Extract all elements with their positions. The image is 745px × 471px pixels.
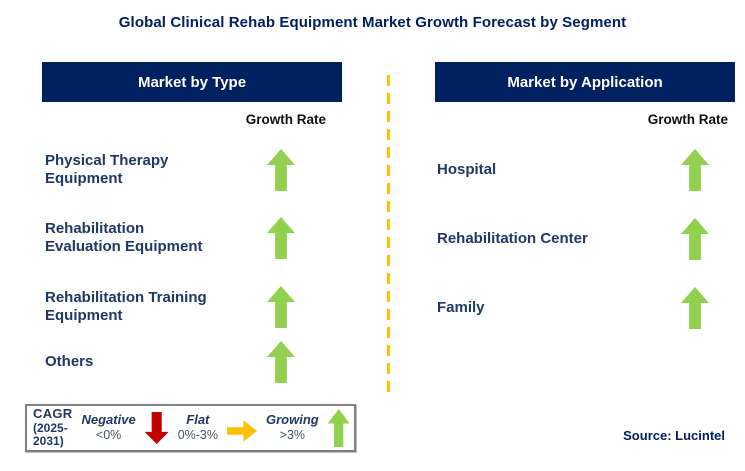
up-arrow-icon: [681, 287, 709, 329]
figure-title: Global Clinical Rehab Equipment Market G…: [118, 14, 627, 31]
growth-rate-column-label-left: Growth Rate: [245, 112, 326, 127]
segment-row-others: Others: [45, 340, 295, 384]
legend-entry-label: Flat: [186, 412, 210, 428]
divider-dashed-line: [387, 75, 390, 397]
legend-entry-range: 0%-3%: [177, 428, 218, 443]
legend-entry-negative: Negative <0%: [81, 412, 136, 443]
segment-label: Physical Therapy Equipment: [45, 152, 169, 187]
panel-header-market-by-application: Market by Application: [435, 62, 735, 102]
legend-entry-flat: Flat 0%-3%: [177, 412, 218, 443]
down-arrow-icon: [144, 412, 169, 444]
segment-row-hospital: Hospital: [437, 148, 709, 192]
growth-rate-column-label-right: Growth Rate: [647, 112, 728, 127]
segment-label: Hospital: [437, 161, 497, 178]
up-arrow-icon: [267, 341, 295, 383]
up-arrow-icon: [267, 217, 295, 259]
source-label: Source: Lucintel: [623, 428, 725, 443]
segment-row-family: Family: [437, 286, 709, 330]
segment-label: Rehabilitation Evaluation Equipment: [45, 220, 203, 255]
panel-header-label: Market by Type: [137, 73, 247, 91]
legend-entry-label: Negative: [81, 412, 136, 428]
segment-row-rehabilitation-evaluation-equipment: Rehabilitation Evaluation Equipment: [45, 216, 295, 260]
up-arrow-icon: [327, 409, 350, 447]
up-arrow-icon: [681, 218, 709, 260]
segment-row-physical-therapy-equipment: Physical Therapy Equipment: [45, 148, 295, 192]
up-arrow-icon: [267, 286, 295, 328]
panel-header-label: Market by Application: [507, 73, 663, 91]
legend-entry-label: Growing: [265, 412, 319, 428]
up-arrow-icon: [267, 149, 295, 191]
segment-label: Rehabilitation Training Equipment: [45, 289, 207, 324]
up-arrow-icon: [681, 149, 709, 191]
segment-label: Family: [437, 299, 485, 316]
legend-entry-range: >3%: [279, 428, 306, 443]
legend-period-label: (2025-2031): [33, 420, 68, 449]
segment-row-rehabilitation-center: Rehabilitation Center: [437, 217, 709, 261]
right-arrow-icon: [226, 420, 257, 442]
cagr-legend: CAGR (2025-2031) Negative <0% Flat 0%-3%…: [25, 404, 356, 452]
segment-label: Others: [45, 353, 94, 370]
legend-metric-label: CAGR: [33, 405, 73, 421]
panel-header-market-by-type: Market by Type: [42, 62, 342, 102]
segment-label: Rehabilitation Center: [437, 230, 588, 247]
legend-cagr-block: CAGR (2025-2031): [33, 405, 73, 450]
legend-entry-growing: Growing >3%: [265, 412, 319, 443]
segment-row-rehabilitation-training-equipment: Rehabilitation Training Equipment: [45, 285, 295, 329]
legend-entry-range: <0%: [95, 428, 122, 443]
